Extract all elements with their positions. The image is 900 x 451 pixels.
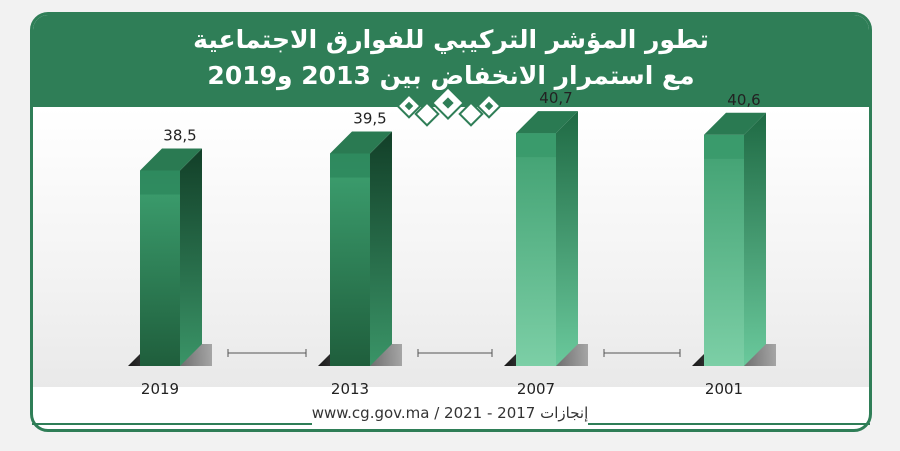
geometric-ornament-icon <box>396 88 502 127</box>
bar-side <box>370 131 392 366</box>
bar <box>516 133 556 366</box>
bar-top <box>704 112 766 135</box>
bar-cap-band <box>330 153 370 178</box>
x-tick-label: 2013 <box>331 380 369 398</box>
data-label: 38,5 <box>163 127 196 145</box>
footer-source: www.cg.gov.ma / 2021 - 2017 إنجازات <box>311 404 589 422</box>
x-tick-label: 2001 <box>705 380 743 398</box>
bar <box>704 134 744 366</box>
bar-top <box>140 148 202 171</box>
bar-side <box>180 148 202 366</box>
footer-rule-left <box>32 423 312 425</box>
x-tick-label: 2019 <box>141 380 179 398</box>
x-tick-label: 2007 <box>517 380 555 398</box>
bar-cap-band <box>140 170 180 195</box>
footer-rule-right <box>588 423 870 425</box>
chart-title-line-2: مع استمرار الانخفاض بين 2013 و2019 <box>207 61 695 90</box>
bar-top <box>330 131 392 154</box>
data-label: 40,6 <box>727 91 760 109</box>
bar <box>140 170 180 366</box>
bar-side <box>556 111 578 366</box>
bar-cap-band <box>516 133 556 158</box>
bar-top <box>516 111 578 134</box>
data-label: 40,7 <box>539 89 572 107</box>
bar-cap-band <box>704 134 744 159</box>
data-label: 39,5 <box>353 110 386 128</box>
bar-side <box>744 112 766 366</box>
bar <box>330 153 370 366</box>
chart-title-line-1: تطور المؤشر التركيبي للفوارق الاجتماعية <box>193 25 709 54</box>
